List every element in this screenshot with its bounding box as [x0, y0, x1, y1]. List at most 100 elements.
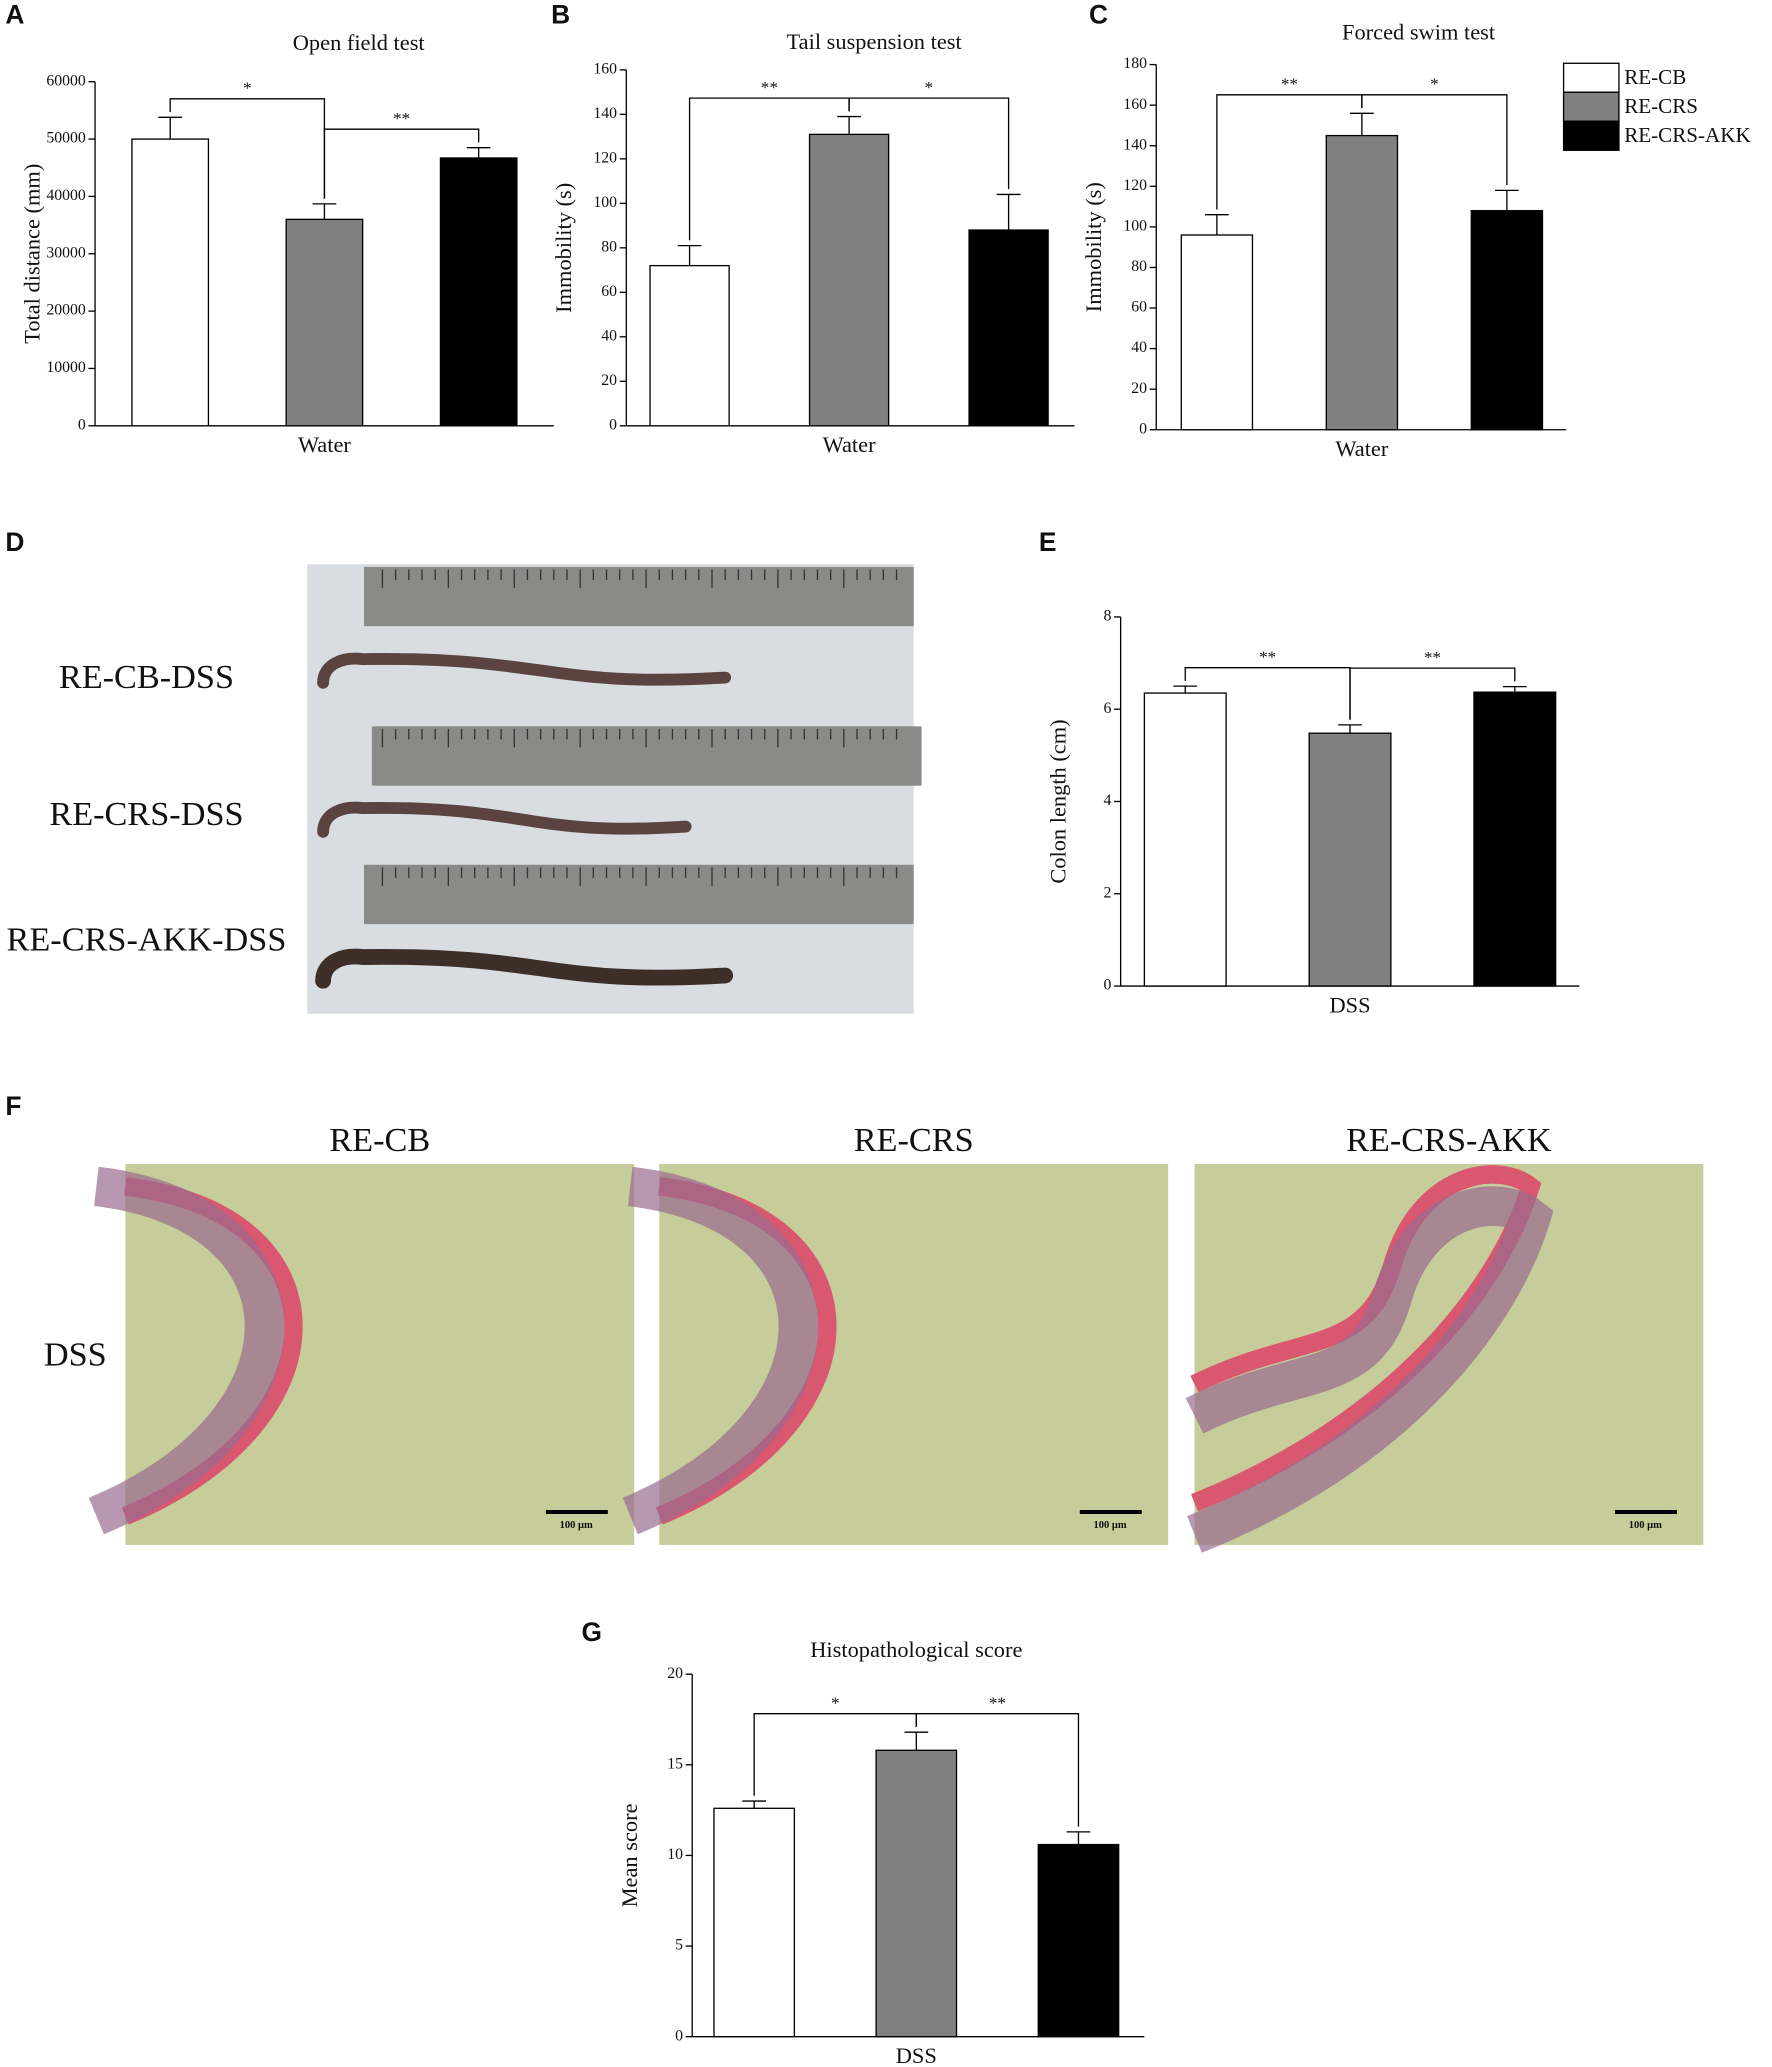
legend-label: RE-CRS: [1624, 94, 1698, 118]
row-label: RE-CRS-AKK-DSS: [7, 920, 287, 958]
tissue-mucosa: [88, 1166, 284, 1535]
x-category-label: Water: [298, 432, 351, 457]
significance-bracket: [915, 1713, 1080, 1827]
significance-bracket: [323, 128, 480, 199]
error-bar: [1502, 685, 1527, 693]
error-bar: [742, 1800, 767, 1809]
y-tick-label: 40000: [46, 187, 86, 204]
y-tick-label: 10000: [46, 359, 86, 376]
legend-label: RE-CRS-AKK: [1624, 123, 1750, 147]
y-tick-label: 140: [593, 105, 617, 122]
bar: [968, 229, 1049, 427]
y-axis-label: Colon length (cm): [1045, 719, 1070, 883]
y-axis-label: Immobility (s): [551, 183, 576, 313]
row-label: RE-CRS-DSS: [49, 795, 243, 833]
bar: [649, 264, 730, 427]
y-tick-label: 5: [675, 1937, 683, 1954]
row-label: DSS: [44, 1336, 107, 1374]
legend-swatch: [1562, 91, 1620, 122]
error-bar: [837, 115, 861, 135]
error-bar: [1205, 214, 1229, 235]
y-tick-label: 0: [609, 416, 617, 433]
y-tick-label: 15: [667, 1755, 683, 1772]
y-tick-label: 80: [601, 238, 617, 255]
y-tick-label: 40: [1131, 339, 1147, 356]
chart-title: Forced swim test: [1342, 20, 1496, 45]
tissue-mucosa: [622, 1166, 818, 1535]
ruler: [371, 726, 922, 786]
y-tick-label: 10: [667, 1846, 683, 1863]
y-tick-label: 60: [601, 283, 617, 300]
y-tick-label: 8: [1104, 608, 1112, 625]
error-bar: [1495, 189, 1519, 211]
y-tick-label: 0: [675, 2027, 683, 2044]
y-tick-label: 6: [1104, 700, 1112, 717]
bar: [713, 1807, 796, 2038]
panel-label: E: [1039, 527, 1057, 557]
error-bar: [1350, 112, 1374, 136]
chart-title: Tail suspension test: [787, 29, 963, 54]
panel-label: D: [5, 527, 24, 557]
x-category-label: DSS: [896, 2043, 937, 2067]
significance-label: *: [831, 1693, 840, 1712]
y-axis-label: Mean score: [617, 1803, 642, 1907]
y-tick-label: 100: [1123, 218, 1147, 235]
y-tick-label: 20: [667, 1665, 683, 1682]
bar: [1308, 732, 1392, 987]
error-bar: [1338, 724, 1362, 734]
column-label: RE-CB: [329, 1121, 430, 1159]
tissue-mucosa: [1185, 1186, 1554, 1553]
y-tick-label: 120: [1123, 177, 1147, 194]
significance-label: **: [989, 1693, 1006, 1712]
significance-label: **: [1281, 75, 1298, 94]
colon: [315, 948, 734, 989]
scale-bar-label: 100 μm: [1629, 1520, 1662, 1531]
colon: [317, 801, 692, 838]
y-axis-label: Total distance (mm): [20, 164, 45, 344]
y-tick-label: 30000: [46, 244, 86, 261]
significance-bracket: [1349, 667, 1516, 720]
ruler: [363, 566, 914, 627]
error-bar: [158, 116, 183, 140]
bar: [285, 218, 364, 427]
row-label: RE-CB-DSS: [59, 658, 234, 696]
error-bar: [1173, 685, 1198, 694]
scale-bar-label: 100 μm: [1094, 1520, 1127, 1531]
significance-label: *: [1430, 75, 1439, 94]
chart-title: Open field test: [293, 30, 426, 55]
y-axis-label: Immobility (s): [1081, 182, 1106, 312]
legend-label: RE-CB: [1624, 65, 1686, 89]
significance-bracket: [1361, 94, 1508, 186]
y-tick-label: 20: [601, 372, 617, 389]
panel-label: C: [1089, 0, 1108, 30]
bar: [875, 1749, 958, 2038]
bar: [1037, 1843, 1120, 2038]
colon: [317, 652, 732, 689]
y-tick-label: 0: [78, 416, 86, 433]
significance-label: **: [1424, 648, 1441, 667]
y-tick-label: 80: [1131, 258, 1147, 275]
y-tick-label: 60: [1131, 299, 1147, 316]
panel-label: F: [5, 1091, 21, 1121]
y-tick-label: 20: [1131, 380, 1147, 397]
bar: [1143, 692, 1227, 987]
error-bar: [466, 147, 491, 158]
bar: [1325, 134, 1399, 431]
y-tick-label: 100: [593, 194, 617, 211]
significance-bracket: [848, 97, 1010, 190]
y-tick-label: 180: [1123, 55, 1147, 72]
legend-swatch: [1562, 120, 1620, 151]
error-bar: [677, 244, 702, 266]
y-tick-label: 0: [1104, 977, 1112, 994]
y-tick-label: 60000: [46, 72, 86, 89]
significance-label: **: [761, 78, 778, 97]
y-tick-label: 4: [1104, 792, 1112, 809]
y-tick-label: 40: [601, 327, 617, 344]
x-category-label: Water: [823, 432, 876, 457]
y-tick-label: 140: [1123, 136, 1147, 153]
bar: [131, 138, 210, 427]
photo: [307, 564, 914, 1014]
bar: [439, 157, 518, 427]
panel-label: G: [581, 1617, 602, 1647]
